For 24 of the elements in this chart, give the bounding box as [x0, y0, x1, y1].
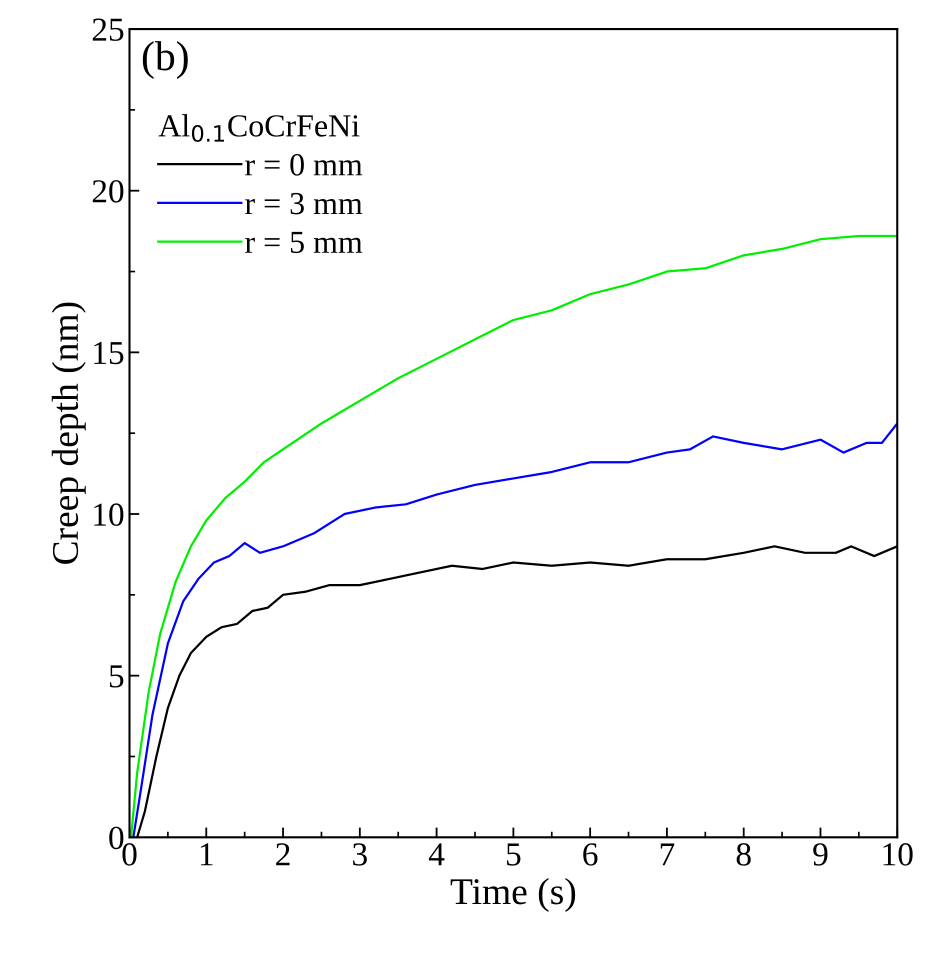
y-tick-label: 10: [94, 503, 124, 526]
x-tick-label: 7: [660, 843, 674, 866]
line-series: [132, 422, 898, 838]
x-tick-label: 2: [276, 843, 290, 866]
x-tick-label: 10: [884, 843, 913, 866]
legend-label: r = 0 mm: [245, 154, 362, 176]
x-tick-label: 1: [200, 843, 213, 866]
legend-title: Al$_{0.1}$CoCrFeNi: [158, 114, 360, 142]
x-tick-label: 8: [736, 843, 751, 866]
x-tick-label: 3: [353, 843, 367, 866]
y-tick-label: 5: [110, 665, 124, 688]
x-axis-title: Time (s): [450, 878, 576, 912]
y-axis-title: Creep depth (nm): [52, 302, 86, 564]
y-tick-label: 25: [92, 18, 124, 41]
y-tick-label: 0: [109, 826, 124, 850]
x-tick-label: 9: [813, 843, 828, 866]
legend-label: r = 3 mm: [245, 192, 362, 214]
y-tick-label: 20: [92, 180, 124, 203]
x-tick-label: 4: [428, 843, 444, 866]
x-tick-label: 5: [506, 843, 520, 866]
y-tick-label: 15: [94, 342, 124, 364]
x-tick-label: 6: [583, 843, 598, 866]
legend-label: r = 5 mm: [245, 232, 362, 254]
annotation: (b): [142, 41, 188, 79]
